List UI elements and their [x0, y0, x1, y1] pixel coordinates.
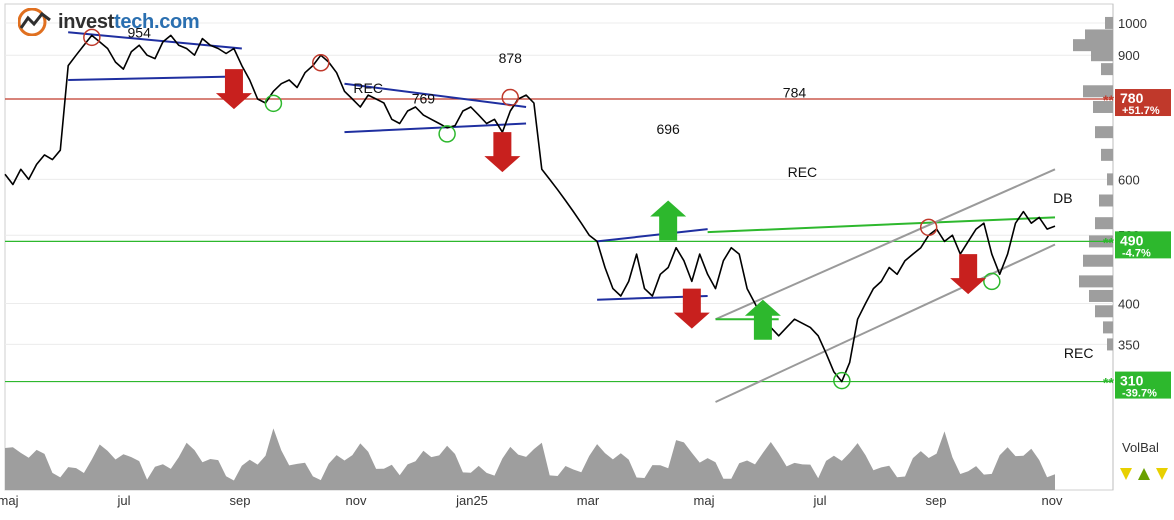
volume-profile-bar [1101, 148, 1113, 161]
brand-logo: investtech.com [18, 8, 200, 36]
volbal-label: VolBal [1122, 440, 1159, 455]
sell-arrow-icon [673, 288, 710, 329]
price-label-marker: ** [1103, 375, 1114, 391]
marker-circle [438, 125, 456, 143]
price-label-change: -39.7% [1122, 388, 1157, 400]
x-tick-label: maj [694, 493, 715, 508]
price-label-change: +51.7% [1122, 105, 1160, 117]
brand-name: investtech.com [58, 10, 200, 33]
trend-line [596, 228, 708, 243]
y-tick-label: 600 [1118, 172, 1140, 187]
price-label-change: -4.7% [1122, 247, 1151, 259]
annotation-label: DB [1053, 190, 1072, 206]
trend-line [68, 75, 242, 81]
price-label-value: 490 [1120, 232, 1144, 248]
volume-area [5, 428, 1055, 490]
price-label-marker: ** [1103, 92, 1114, 108]
x-tick-label: sep [926, 493, 947, 508]
volume-profile-bar [1099, 194, 1113, 207]
marker-circle [983, 272, 1001, 291]
x-tick-label: nov [1042, 493, 1063, 508]
marker-circle [83, 28, 101, 47]
trend-line [344, 82, 527, 108]
marker-circle [919, 218, 938, 237]
x-tick-label: jul [812, 493, 826, 508]
volume-profile-bar [1105, 16, 1113, 29]
x-tick-label: sep [230, 493, 251, 508]
volume-profile-bar [1093, 100, 1113, 113]
x-tick-label: jan25 [455, 493, 488, 508]
price-label-badge [1115, 89, 1171, 117]
volume-profile-bar [1095, 126, 1113, 139]
volbal-arrow-icon [1156, 468, 1168, 480]
trend-line [707, 216, 1056, 234]
sell-arrow-icon [950, 254, 987, 295]
price-label-value: 780 [1120, 90, 1144, 106]
volume-profile-bar [1083, 254, 1113, 267]
annotation-label: REC [1064, 345, 1094, 361]
annotation-label: 784 [783, 84, 807, 100]
marker-circle [264, 94, 283, 113]
annotation-label: REC [353, 80, 383, 96]
annotation-label: 696 [656, 121, 680, 137]
x-tick-label: jul [116, 493, 130, 508]
annotation-label: 878 [499, 50, 523, 66]
buy-arrow-icon [650, 200, 687, 241]
volbal-arrow-icon [1120, 468, 1132, 480]
sell-arrow-icon [484, 132, 521, 173]
volume-profile-bar [1073, 39, 1113, 52]
marker-circle [501, 88, 520, 107]
price-label-value: 310 [1120, 373, 1144, 389]
volume-profile-bar [1095, 305, 1113, 318]
x-tick-label: maj [0, 493, 19, 508]
y-tick-label: 400 [1118, 297, 1140, 312]
annotation-label: 769 [412, 90, 436, 106]
x-tick-label: mar [577, 493, 600, 508]
volume-profile-bar [1091, 49, 1113, 62]
trend-line [344, 122, 527, 134]
volume-profile-bar [1103, 321, 1113, 334]
buy-arrow-icon [744, 299, 781, 340]
annotation-label: 954 [128, 24, 152, 40]
volume-profile-bar [1079, 275, 1113, 288]
y-tick-label: 350 [1118, 337, 1140, 352]
volume-profile-bar [1101, 63, 1113, 76]
volume-profile-bar [1107, 173, 1113, 186]
sell-arrow-icon [215, 69, 252, 110]
volume-profile-bar [1085, 29, 1113, 42]
price-label-badge [1115, 371, 1171, 399]
x-tick-label: nov [346, 493, 367, 508]
volume-profile-bar [1083, 85, 1113, 98]
logo-mark-icon [18, 8, 51, 36]
marker-circle [312, 54, 330, 72]
y-tick-label: 1000 [1118, 16, 1147, 31]
volume-profile-bar [1095, 217, 1113, 230]
y-tick-label: 900 [1118, 48, 1140, 63]
annotation-label: REC [788, 164, 818, 180]
volume-profile-bar [1107, 338, 1113, 351]
volume-profile-bar [1089, 289, 1113, 302]
volbal-arrow-icon [1138, 468, 1150, 480]
price-label-badge [1115, 231, 1171, 259]
marker-circle [833, 371, 851, 390]
channel-line [715, 168, 1056, 321]
price-label-marker: ** [1103, 234, 1114, 250]
price-line [4, 34, 1056, 383]
